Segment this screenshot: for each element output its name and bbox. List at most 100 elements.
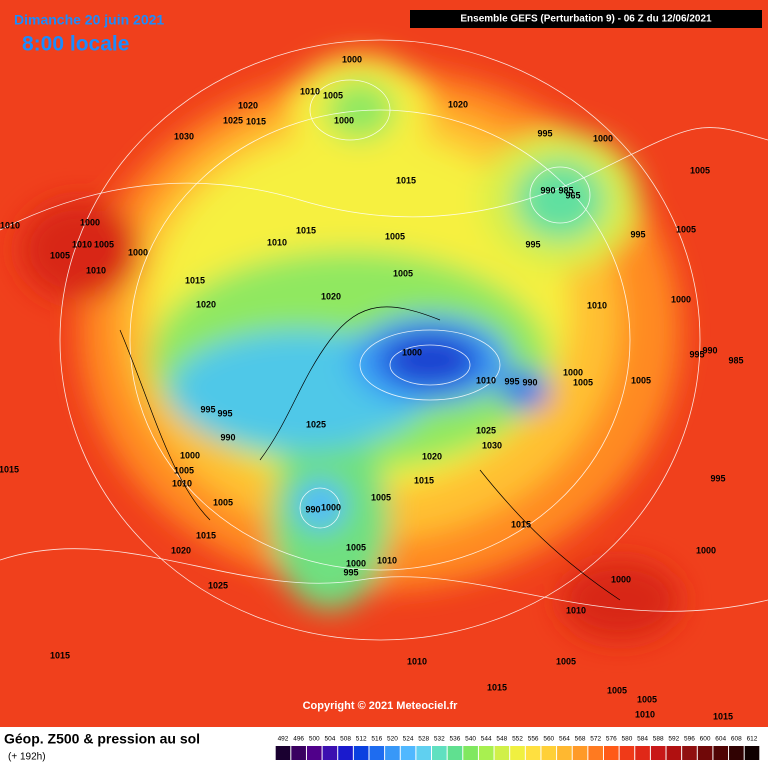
pressure-label: 1000: [346, 558, 366, 568]
pressure-label: 990: [702, 345, 717, 355]
pressure-label: 1005: [607, 685, 627, 695]
scale-label: 544: [481, 736, 492, 743]
pressure-label: 1010: [407, 656, 427, 666]
scale-swatch: [338, 746, 353, 760]
pressure-label: 1015: [246, 116, 266, 126]
pressure-label: 1005: [323, 90, 343, 100]
scale-swatch: [525, 746, 541, 760]
pressure-label: 1015: [511, 519, 531, 529]
scale-swatch: [275, 746, 291, 760]
pressure-label: 1005: [393, 268, 413, 278]
pressure-label: 995: [710, 473, 725, 483]
scale-label: 580: [622, 736, 633, 743]
pressure-label: 1015: [50, 650, 70, 660]
pressure-label: 1015: [713, 711, 733, 721]
pressure-label: 1025: [208, 580, 228, 590]
pressure-label: 1000: [611, 574, 631, 584]
pressure-label: 1000: [321, 502, 341, 512]
pressure-label: 1020: [171, 545, 191, 555]
scale-label: 584: [637, 736, 648, 743]
pressure-label: 1025: [223, 115, 243, 125]
scale-label: 608: [731, 736, 742, 743]
legend-title: Géop. Z500 & pression au sol: [4, 731, 200, 747]
scale-label: 548: [496, 736, 507, 743]
pressure-label: 995: [217, 408, 232, 418]
pressure-label: 1025: [476, 425, 496, 435]
pressure-label: 1005: [631, 375, 651, 385]
pressure-label: 1020: [321, 291, 341, 301]
pressure-label: 985: [728, 355, 743, 365]
scale-label: 556: [528, 736, 539, 743]
pressure-label: 1010: [476, 375, 496, 385]
pressure-label: 1015: [414, 475, 434, 485]
pressure-label: 1020: [196, 299, 216, 309]
scale-label: 532: [434, 736, 445, 743]
scale-swatch: [682, 746, 697, 760]
pressure-label: 995: [537, 128, 552, 138]
scale-swatch: [385, 746, 400, 760]
pressure-label: 1005: [213, 497, 233, 507]
scale-label: 504: [324, 736, 335, 743]
scale-swatch: [619, 746, 635, 760]
pressure-label: 1015: [487, 682, 507, 692]
scale-swatch: [588, 746, 603, 760]
pressure-label: 1015: [185, 275, 205, 285]
pressure-label: 995: [689, 349, 704, 359]
scale-label: 600: [700, 736, 711, 743]
pressure-label: 1010: [587, 300, 607, 310]
run-box: [410, 10, 762, 28]
scale-label: 540: [465, 736, 476, 743]
pressure-label: 1005: [676, 224, 696, 234]
scale-label: 512: [356, 736, 367, 743]
scale-swatch: [291, 746, 306, 760]
pressure-label: 1000: [342, 54, 362, 64]
pressure-label: 1000: [128, 247, 148, 257]
scale-label: 596: [684, 736, 695, 743]
scale-label: 508: [340, 736, 351, 743]
pressure-label: 995: [504, 376, 519, 386]
scale-label: 520: [387, 736, 398, 743]
scale-swatch: [650, 746, 666, 760]
pressure-label: 1020: [448, 99, 468, 109]
scale-swatch: [353, 746, 369, 760]
scale-swatch: [603, 746, 619, 760]
scale-label: 568: [575, 736, 586, 743]
pressure-label: 1015: [296, 225, 316, 235]
pressure-label: 1005: [371, 492, 391, 502]
date: Dimanche 20 juin 2021: [14, 12, 164, 28]
pressure-label: 965: [565, 190, 580, 200]
pressure-label: 995: [525, 239, 540, 249]
scale-label: 536: [450, 736, 461, 743]
pressure-label: 1010: [267, 237, 287, 247]
scale-swatch: [416, 746, 432, 760]
pressure-label: 1030: [174, 131, 194, 141]
scale-swatch: [729, 746, 744, 760]
scale-swatch: [306, 746, 322, 760]
scale-label: 576: [606, 736, 617, 743]
scale-swatch: [494, 746, 510, 760]
scale-label: 516: [371, 736, 382, 743]
scale-swatch: [432, 746, 447, 760]
color-scale: 492 496 500 504 508 512 516 520 524 528 532 536 540 5…: [275, 736, 760, 760]
scale-swatch: [400, 746, 416, 760]
scale-label: 552: [512, 736, 523, 743]
pressure-label: 1015: [0, 464, 19, 474]
run-info: Ensemble GEFS (Perturbation 9) - 06 Z du…: [460, 14, 712, 25]
scale-label: 564: [559, 736, 570, 743]
scale-label: 560: [543, 736, 554, 743]
pressure-label: 1010: [0, 220, 20, 230]
time: 8:00 locale: [22, 33, 129, 56]
pressure-label: 1010: [635, 709, 655, 719]
scale-swatch: [557, 746, 572, 760]
pressure-label: 1005: [385, 231, 405, 241]
scale-label: 524: [403, 736, 414, 743]
pressure-label: 990: [540, 185, 555, 195]
scale-label: 588: [653, 736, 664, 743]
pressure-label: 1025: [306, 419, 326, 429]
scale-label: 528: [418, 736, 429, 743]
field: [0, 0, 768, 727]
pressure-label: 1010: [86, 265, 106, 275]
scale-swatch: [635, 746, 650, 760]
